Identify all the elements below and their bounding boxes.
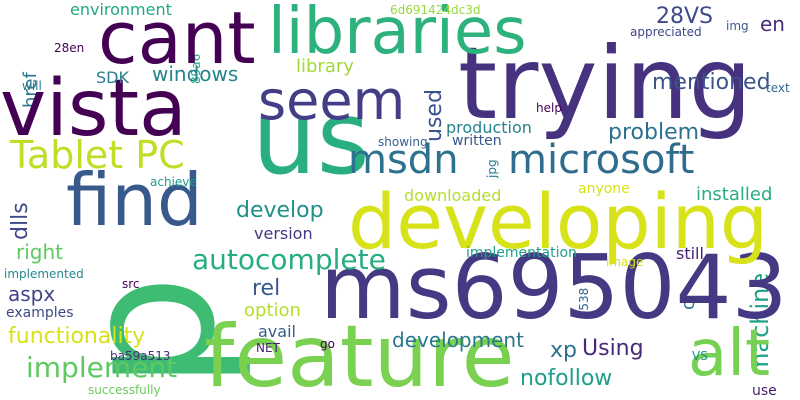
word-text: text <box>766 81 790 95</box>
word-dlls: dlls <box>8 202 33 240</box>
word-microsoft: microsoft <box>508 137 695 183</box>
word-implemented: implemented <box>4 267 84 281</box>
word-examples: examples <box>6 305 74 321</box>
word-en: en <box>760 12 785 36</box>
word-img: img <box>726 19 749 33</box>
word-6d691424dc3d: 6d691424dc3d <box>390 3 481 17</box>
word-help: help <box>536 101 562 115</box>
word-use: use <box>752 383 777 399</box>
word-autocomplete: autocomplete <box>192 243 386 276</box>
word-showing: showing <box>378 135 428 149</box>
word-environment: environment <box>70 0 172 19</box>
word-functionality: functionality <box>8 324 146 349</box>
word-ba59a513: ba59a513 <box>110 349 171 363</box>
word-find: find <box>66 158 203 242</box>
word-sdk: SDK <box>96 68 129 87</box>
word-tablet-pc: Tablet PC <box>10 133 185 177</box>
word-mentioned: mentioned <box>652 70 771 95</box>
word-us: us <box>252 79 370 198</box>
word-net: NET <box>256 341 280 355</box>
word-developing: developing <box>348 177 769 266</box>
word-cant: cant <box>98 0 256 80</box>
word-rel: rel <box>252 276 281 301</box>
word-go: go <box>320 337 335 351</box>
word-avail: avail <box>258 322 296 341</box>
word-28en: 28en <box>54 41 85 55</box>
word-downloaded: downloaded <box>404 186 502 205</box>
word-libraries: libraries <box>268 0 527 69</box>
word-feature: feature <box>204 307 515 400</box>
word-ms695043: ms695043 <box>320 236 788 339</box>
word-windows: windows <box>152 62 239 86</box>
word-jpg: jpg <box>485 159 499 178</box>
word-implement: implement <box>26 351 178 384</box>
word-28vs: 28VS <box>656 4 714 29</box>
word-right: right <box>16 240 63 264</box>
word-using: Using <box>582 336 644 361</box>
word-will: will <box>22 79 42 93</box>
word-problem: problem <box>608 120 700 145</box>
word-alt: alt <box>688 317 771 391</box>
word-library: library <box>296 56 354 77</box>
word-trying: trying <box>458 25 753 142</box>
word-production: production <box>446 118 532 137</box>
word-development: development <box>392 328 524 352</box>
word-nofollow: nofollow <box>520 366 613 391</box>
word-msdn: msdn <box>348 137 459 183</box>
word-src: src <box>122 277 140 291</box>
word-seem: seem <box>258 69 406 132</box>
word-successfully: successfully <box>88 383 161 397</box>
word-still: still <box>676 244 704 263</box>
word-installed: installed <box>696 184 773 205</box>
word-anyone: anyone <box>578 181 630 197</box>
word-written: written <box>452 133 502 149</box>
word-image: image <box>606 255 644 269</box>
word-xp: xp <box>550 338 577 363</box>
word-aspx: aspx <box>8 282 56 306</box>
word-implementation: implementation <box>466 245 577 261</box>
word-option: option <box>244 300 301 321</box>
word-vs: VS <box>692 349 708 363</box>
word-achieve: achieve <box>150 175 197 189</box>
word-version: version <box>254 224 313 243</box>
word-develop: develop <box>236 198 324 223</box>
word-vista: vista <box>0 64 187 154</box>
word-appreciated: appreciated <box>630 25 702 39</box>
